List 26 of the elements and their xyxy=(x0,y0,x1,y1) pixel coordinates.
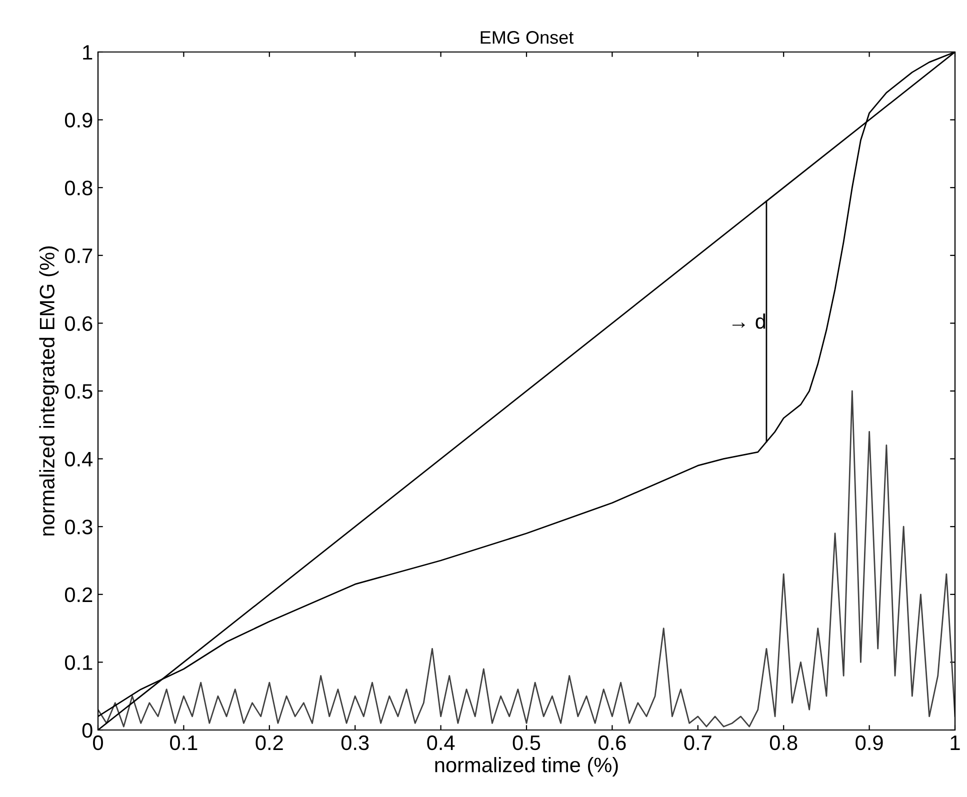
y-tick-label: 0.6 xyxy=(64,316,92,331)
x-tick-label: 0.8 xyxy=(770,735,798,750)
y-tick-label: 0.7 xyxy=(64,248,92,264)
y-tick-label: 1 xyxy=(83,45,92,60)
y-tick-label: 0.8 xyxy=(64,180,92,196)
y-tick-label: 0.3 xyxy=(64,520,92,534)
x-tick-label: 0.6 xyxy=(598,735,626,750)
x-axis-title: normalized time (%) xyxy=(435,757,618,776)
y-tick-label: 0.1 xyxy=(64,655,92,670)
y-tick-label: 0.9 xyxy=(64,112,92,128)
y-tick-label: 0.4 xyxy=(64,452,93,467)
x-tick-label: 0.7 xyxy=(684,735,712,750)
x-tick-label: 0 xyxy=(93,735,103,750)
x-tick-label: 0.2 xyxy=(256,735,283,750)
y-axis-title: normalized integrated EMG (%) xyxy=(39,246,59,536)
x-tick-label: 1 xyxy=(950,736,960,750)
x-tick-label: 0.1 xyxy=(170,735,198,750)
annotation: → d xyxy=(732,313,766,329)
x-tick-label: 0.4 xyxy=(427,735,455,750)
y-tick-label: 0 xyxy=(82,723,92,738)
x-tick-label: 0.9 xyxy=(856,735,883,750)
y-tick-label: 0.5 xyxy=(64,384,92,399)
chart-title: EMG Onset xyxy=(480,31,574,44)
x-tick-label: 0.3 xyxy=(341,735,369,750)
x-tick-label: 0.5 xyxy=(512,735,540,750)
y-tick-label: 0.2 xyxy=(64,587,92,602)
